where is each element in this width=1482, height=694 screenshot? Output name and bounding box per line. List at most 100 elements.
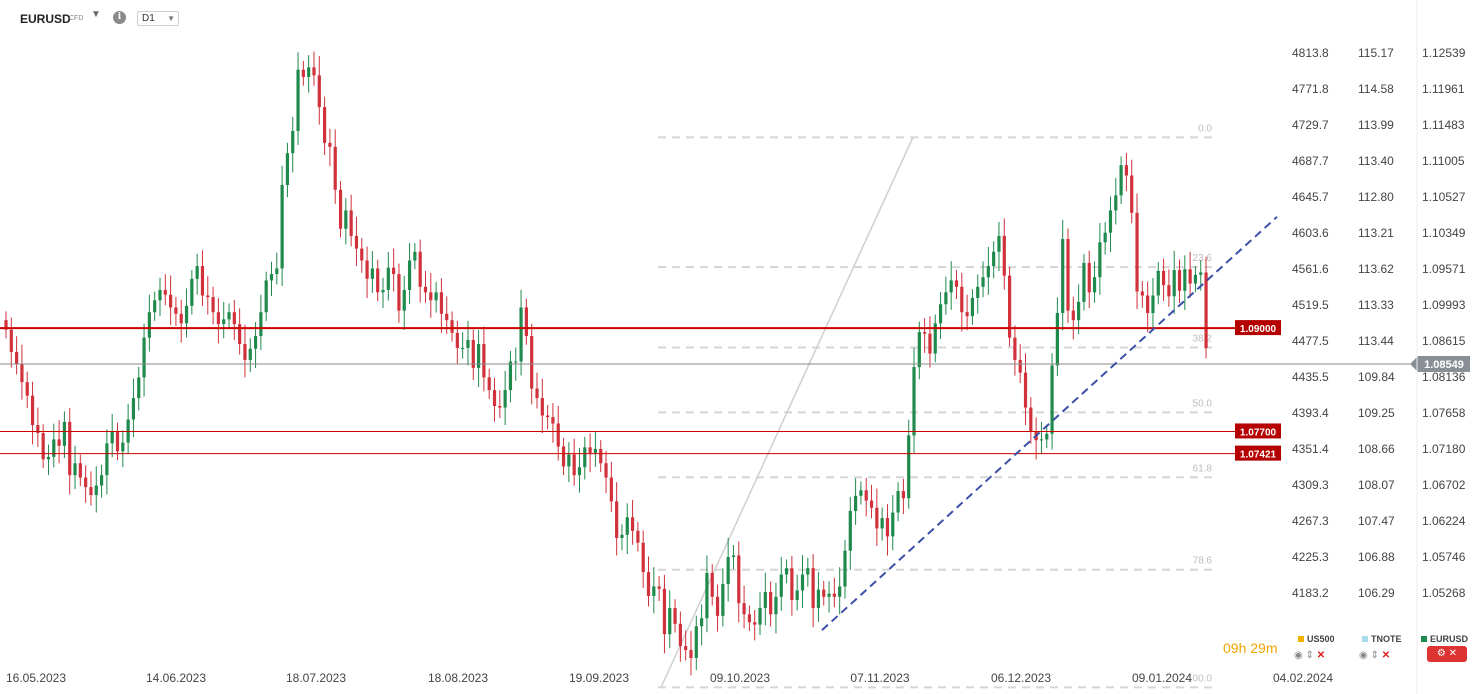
- x-axis-tick: 06.12.2023: [991, 671, 1051, 685]
- eurusd-settings-icon[interactable]: ⚙: [1436, 648, 1446, 659]
- candle-body: [461, 347, 465, 349]
- info-icon[interactable]: i: [113, 11, 126, 24]
- timeframe-select[interactable]: D1 ▼: [137, 11, 179, 26]
- candle-body: [94, 485, 98, 496]
- candle-body: [1146, 295, 1150, 313]
- candle-body: [184, 305, 189, 324]
- candle-body: [949, 280, 953, 293]
- candle-body: [615, 501, 619, 538]
- candle-body: [1103, 232, 1107, 243]
- candle-body: [540, 398, 544, 416]
- symbol-dropdown-icon[interactable]: ▼: [91, 9, 101, 20]
- candle-body: [418, 251, 422, 287]
- legend-eurusd[interactable]: EURUSD: [1421, 634, 1468, 644]
- candle-body: [891, 512, 895, 537]
- candle-body: [376, 268, 380, 293]
- candle-body: [243, 344, 247, 360]
- candle-body: [636, 530, 640, 543]
- x-axis-tick: 14.06.2023: [146, 671, 206, 685]
- right-scale-tick: 1.08615: [1422, 334, 1466, 348]
- candle-body: [397, 274, 401, 311]
- mid-scale-tick: 114.58: [1358, 82, 1394, 96]
- candle-body: [131, 398, 136, 420]
- candle-body: [121, 442, 125, 452]
- candle-body: [678, 623, 682, 647]
- candle-body: [885, 518, 890, 537]
- candle-body: [344, 210, 348, 229]
- legend-us500[interactable]: US500: [1298, 634, 1335, 644]
- candle-body: [556, 423, 560, 447]
- us500-visibility-icon[interactable]: ◉: [1294, 650, 1303, 661]
- candle-body: [684, 646, 688, 651]
- candle-body: [620, 534, 624, 538]
- countdown-hours: 09: [1223, 640, 1239, 656]
- left-scale-tick: 4435.5: [1292, 370, 1329, 384]
- horizontal-levels[interactable]: 1.09000 1.07700 1.07421 1.08549: [0, 320, 1470, 461]
- candle-body: [577, 467, 582, 476]
- x-axis-tick: 09.01.2024: [1132, 671, 1192, 685]
- candle-body: [381, 289, 385, 293]
- candle-body: [1098, 242, 1102, 278]
- tnote-remove-icon[interactable]: ✕: [1381, 650, 1391, 661]
- candle-body: [976, 286, 980, 298]
- candle-body: [800, 574, 805, 591]
- candle-body: [997, 235, 1001, 252]
- candle-body: [1135, 212, 1139, 292]
- candle-body: [280, 185, 284, 269]
- candle-body: [142, 337, 146, 378]
- candle-body: [923, 332, 927, 334]
- us500-remove-icon[interactable]: ✕: [1316, 650, 1326, 661]
- left-scale-tick: 4393.4: [1292, 406, 1329, 420]
- candle-body: [317, 75, 321, 108]
- fib-level-label: 78.6: [1193, 556, 1213, 567]
- candle-body: [1087, 262, 1091, 293]
- mid-scale-tick: 106.88: [1358, 550, 1395, 564]
- candle-body: [1092, 277, 1097, 293]
- trendline-layer[interactable]: [821, 216, 1278, 631]
- candle-body: [524, 307, 528, 337]
- legend-tnote[interactable]: TNOTE: [1362, 634, 1402, 644]
- candle-body: [583, 447, 587, 468]
- eurusd-color-swatch: [1421, 636, 1427, 642]
- candle-body: [110, 431, 114, 444]
- candle-body: [25, 382, 29, 396]
- left-scale-tick: 4687.7: [1292, 154, 1329, 168]
- candle-body: [349, 210, 353, 236]
- candle-body: [163, 289, 167, 295]
- tnote-reorder-icon[interactable]: ⇕: [1370, 650, 1379, 661]
- tnote-visibility-icon[interactable]: ◉: [1359, 650, 1368, 661]
- mid-scale-tick: 113.99: [1358, 118, 1394, 132]
- candle-body: [84, 477, 88, 488]
- us500-reorder-icon[interactable]: ⇕: [1305, 650, 1314, 661]
- candle-body: [222, 319, 226, 325]
- candle-body: [413, 251, 417, 261]
- candle-body: [36, 425, 40, 434]
- candle-body: [73, 463, 77, 476]
- candle-body: [211, 297, 215, 313]
- candle-body: [179, 313, 183, 324]
- fibonacci-retracement[interactable]: 0.0 23.6 38.2 50.0 61.8 78.6 100.0: [658, 123, 1213, 689]
- candle-body: [1183, 269, 1187, 291]
- candle-body: [737, 555, 741, 604]
- candle-body: [1029, 407, 1033, 432]
- symbol-label[interactable]: EURUSD: [20, 12, 71, 26]
- candle-body: [301, 69, 305, 77]
- candle-body: [1018, 359, 1022, 373]
- candle-body: [721, 584, 725, 616]
- right-scale-tick: 1.11483: [1422, 118, 1465, 132]
- candle-body: [599, 448, 603, 464]
- candle-body: [726, 557, 730, 585]
- candle-body: [816, 589, 821, 608]
- candle-body: [917, 332, 921, 368]
- candle-body: [944, 292, 948, 305]
- right-scale-tick: 1.11005: [1422, 154, 1465, 168]
- x-axis-tick: 09.10.2023: [710, 671, 770, 685]
- candle-body: [1114, 195, 1118, 211]
- x-axis-tick: 18.08.2023: [428, 671, 488, 685]
- eurusd-remove-icon[interactable]: ✕: [1448, 648, 1458, 659]
- candle-body: [747, 614, 751, 623]
- candle-body: [646, 572, 651, 596]
- candle-body: [854, 495, 858, 511]
- candle-body: [1193, 274, 1198, 284]
